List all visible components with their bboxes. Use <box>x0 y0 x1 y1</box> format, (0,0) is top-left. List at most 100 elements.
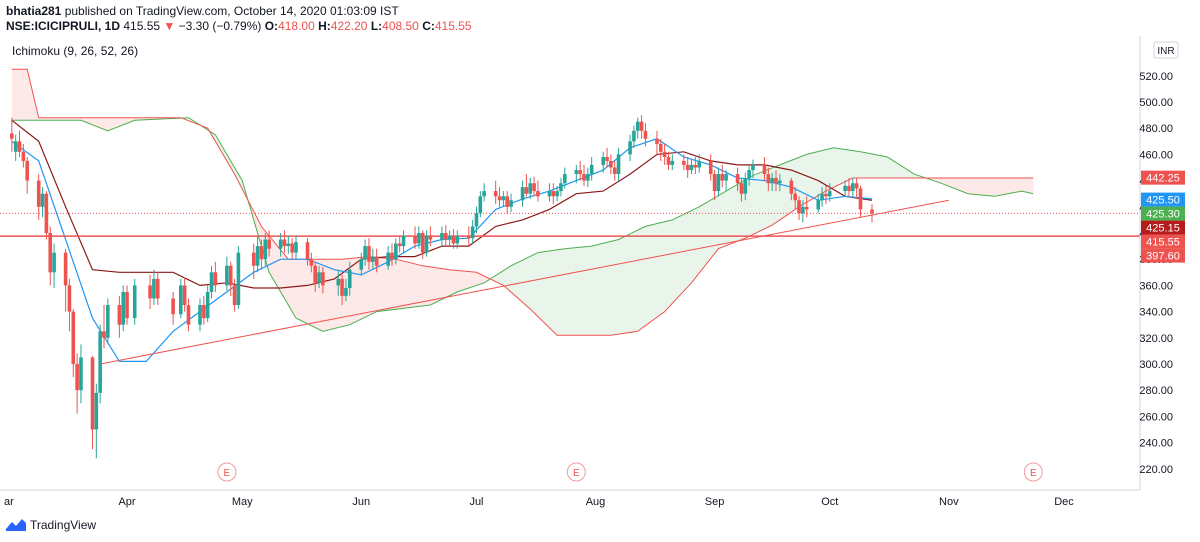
candle-body <box>309 259 314 266</box>
cloud-segment <box>729 186 734 245</box>
cloud-segment <box>868 153 872 178</box>
cloud-segment <box>69 117 74 121</box>
candle-body <box>605 157 609 161</box>
cloud-segment <box>422 265 427 306</box>
candle-body <box>251 252 256 266</box>
candle-body <box>659 143 663 152</box>
candle-body <box>789 180 794 194</box>
cloud-segment <box>388 258 392 311</box>
cloud-segment <box>534 252 538 317</box>
cloud-segment <box>710 197 715 259</box>
candle-body <box>816 200 821 210</box>
time-axis[interactable]: ar Apr May Jun Jul Aug Sep Oct Nov Dec <box>4 496 1074 508</box>
earnings-marker <box>1023 462 1043 482</box>
publisher-name[interactable]: bhatia281 <box>6 4 62 18</box>
candle-body <box>278 239 283 249</box>
currency-box[interactable] <box>1153 41 1179 59</box>
cloud-segment <box>595 244 600 336</box>
candle-body <box>255 246 260 266</box>
cloud-segment <box>607 241 611 336</box>
indicator-legend[interactable]: Ichimoku (9, 26, 52, 26) <box>12 44 139 58</box>
cloud-segment <box>814 151 819 198</box>
open-value: 418.00 <box>278 19 315 33</box>
footer[interactable]: TradingView <box>6 518 96 532</box>
candle-body <box>367 246 371 262</box>
candle-body <box>551 191 556 197</box>
cloud-segment <box>61 117 66 121</box>
cloud-segment <box>57 117 62 121</box>
candle-body <box>682 160 686 165</box>
candle-body <box>428 235 433 240</box>
cloud-segment <box>88 117 93 125</box>
cloud-segment <box>891 159 896 178</box>
price-tag <box>1141 220 1185 235</box>
cloud-segment <box>680 214 684 296</box>
price-tags: 442.25 425.50 425.30 425.15 415.55 397.60 <box>1141 170 1185 263</box>
candle-body <box>13 141 18 152</box>
candle-body <box>155 278 160 299</box>
candle-body <box>413 235 417 244</box>
cloud-segment <box>288 259 293 312</box>
candle-body <box>685 164 690 171</box>
candle-body <box>228 265 233 286</box>
candle-body <box>735 174 740 184</box>
cloud-segment <box>415 263 419 307</box>
candle-body <box>48 233 53 273</box>
cloud-segment <box>42 117 47 121</box>
cloud-segment <box>802 154 807 205</box>
plot-area[interactable] <box>0 36 1140 490</box>
price-tag <box>1141 192 1185 207</box>
candle-body <box>25 160 29 181</box>
cloud-segment <box>822 149 826 194</box>
cloud-segment <box>338 259 343 328</box>
price-axis[interactable]: 520.00500.00480.00460.00440.00420.00400.… <box>1139 71 1173 476</box>
cloud-segment <box>599 243 604 336</box>
candle-body <box>424 235 429 253</box>
candle-body <box>371 256 375 262</box>
cloud-segment <box>783 161 788 218</box>
cloud-segment <box>845 149 849 182</box>
cloud-segment <box>361 256 366 320</box>
cloud-segment <box>296 259 300 321</box>
candle-body <box>386 252 390 266</box>
candle-body <box>670 160 675 165</box>
cloud-segment <box>111 117 116 130</box>
candle-body <box>655 138 659 144</box>
cloud-segment <box>668 219 673 308</box>
candle-body <box>693 164 698 168</box>
candle-body <box>493 191 498 197</box>
cloud-segment <box>764 169 769 229</box>
cloud-segment <box>507 265 512 293</box>
cloud-segment <box>687 210 692 287</box>
price-tick-label: 520.00 <box>1139 71 1173 83</box>
time-tick-label: Dec <box>1054 496 1074 508</box>
close-label: C: <box>422 19 435 33</box>
cloud-segment <box>553 249 558 336</box>
cloud-segment <box>568 247 573 336</box>
published-text: published on TradingView.com, October 14… <box>64 4 399 18</box>
cloud-segment <box>898 164 903 178</box>
candle-body <box>536 191 540 197</box>
cloud-segment <box>587 246 592 336</box>
cloud-segment <box>749 175 753 237</box>
candle-body <box>294 242 298 253</box>
candle-body <box>225 265 229 286</box>
candle-body <box>555 191 559 197</box>
candle-body <box>720 174 725 181</box>
candle-body <box>528 183 533 194</box>
down-arrow-icon: ▼ <box>163 19 176 33</box>
cloud-segment <box>445 269 450 298</box>
candle-body <box>563 174 567 184</box>
cloud-segment <box>92 117 97 127</box>
cloud-segment <box>618 237 623 335</box>
price-chart[interactable]: EEE 520.00500.00480.00460.00440.00420.00… <box>0 36 1200 514</box>
cloud-segment <box>806 153 811 203</box>
candle-body <box>347 269 352 289</box>
candle-body <box>44 193 49 233</box>
time-tick-label: Apr <box>118 496 135 508</box>
cloud-segment <box>365 256 369 318</box>
candle-body <box>532 183 536 192</box>
cloud-segment <box>695 206 700 278</box>
candle-body <box>102 331 106 338</box>
